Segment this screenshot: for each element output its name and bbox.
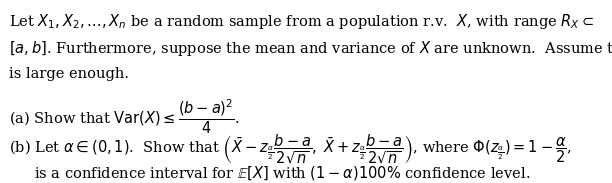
Text: is large enough.: is large enough. (9, 67, 129, 81)
Text: $[a, b]$. Furthermore, suppose the mean and variance of $X$ are unknown.  Assume: $[a, b]$. Furthermore, suppose the mean … (9, 39, 612, 58)
Text: (a) Show that $\mathrm{Var}(X) \leq \dfrac{(b-a)^2}{4}$.: (a) Show that $\mathrm{Var}(X) \leq \dfr… (9, 97, 240, 136)
Text: Let $X_1, X_2, \ldots, X_n$ be a random sample from a population r.v.  $X$, with: Let $X_1, X_2, \ldots, X_n$ be a random … (9, 12, 594, 31)
Text: is a confidence interval for $\mathbb{E}[X]$ with $(1-\alpha)100\%$ confidence l: is a confidence interval for $\mathbb{E}… (34, 164, 530, 182)
Text: (b) Let $\alpha \in (0, 1)$.  Show that $\left(\bar{X} - z_{\frac{\alpha}{2}}\df: (b) Let $\alpha \in (0, 1)$. Show that $… (9, 132, 572, 166)
